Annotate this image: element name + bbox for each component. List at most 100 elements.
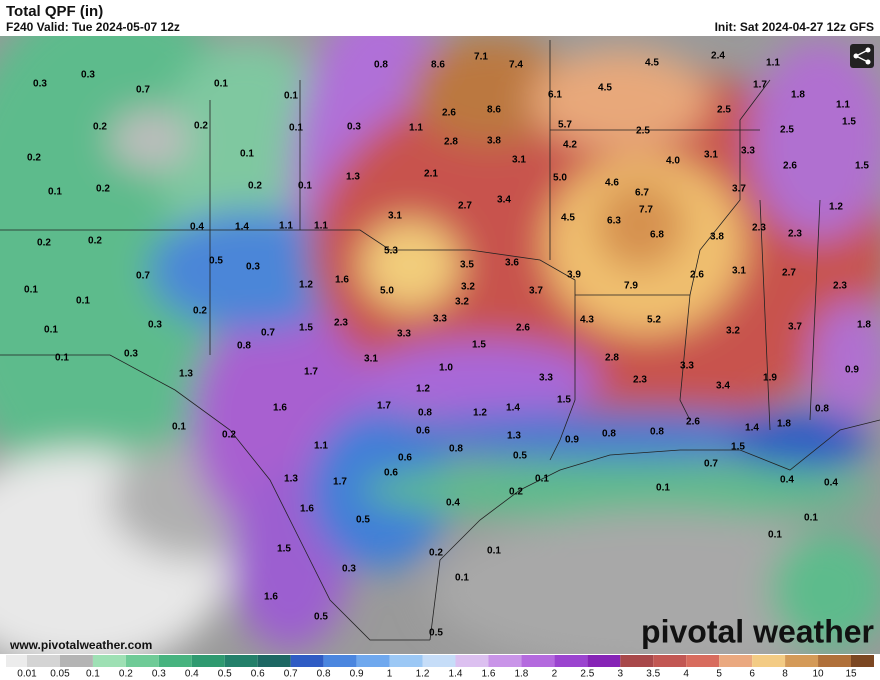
- qpf-label: 8.6: [431, 60, 445, 71]
- qpf-label: 2.4: [711, 51, 725, 62]
- qpf-label: 4.5: [598, 83, 612, 94]
- qpf-label: 0.8: [418, 408, 432, 419]
- colorbar-label: 15: [845, 669, 857, 680]
- qpf-label: 0.1: [240, 149, 254, 160]
- colorbar-label: 0.1: [86, 669, 100, 680]
- qpf-label: 3.3: [397, 329, 411, 340]
- qpf-label: 0.7: [136, 271, 150, 282]
- colorbar-label: 1.8: [514, 669, 528, 680]
- colorbar-label: 1.6: [481, 669, 495, 680]
- qpf-label: 3.3: [680, 361, 694, 372]
- qpf-label: 0.3: [246, 262, 260, 273]
- qpf-label: 0.9: [565, 435, 579, 446]
- init-time: Init: Sat 2024-04-27 12z GFS: [715, 20, 874, 34]
- colorbar-label: 5: [716, 669, 722, 680]
- qpf-label: 2.7: [458, 201, 472, 212]
- qpf-label: 0.1: [48, 187, 62, 198]
- qpf-label: 7.1: [474, 52, 488, 63]
- colorbar-swatch: [719, 655, 753, 667]
- qpf-label: 4.5: [645, 58, 659, 69]
- qpf-label: 1.3: [179, 369, 193, 380]
- qpf-label: 2.3: [833, 281, 847, 292]
- qpf-label: 1.5: [842, 117, 856, 128]
- qpf-label: 2.6: [686, 417, 700, 428]
- qpf-label: 3.5: [460, 260, 474, 271]
- qpf-label: 7.7: [639, 205, 653, 216]
- qpf-label: 5.0: [553, 173, 567, 184]
- qpf-label: 3.1: [704, 150, 718, 161]
- qpf-label: 0.1: [487, 546, 501, 557]
- qpf-label: 0.2: [248, 181, 262, 192]
- qpf-label: 1.2: [829, 202, 843, 213]
- qpf-label: 2.3: [788, 229, 802, 240]
- qpf-label: 1.4: [235, 222, 249, 233]
- qpf-label: 0.5: [513, 451, 527, 462]
- qpf-label: 0.5: [429, 628, 443, 639]
- qpf-label: 5.3: [384, 246, 398, 257]
- qpf-label: 0.1: [76, 296, 90, 307]
- colorbar-swatch: [488, 655, 522, 667]
- qpf-label: 0.1: [455, 573, 469, 584]
- qpf-label: 1.1: [279, 221, 293, 232]
- qpf-label: 0.1: [284, 91, 298, 102]
- qpf-label: 0.4: [824, 478, 838, 489]
- qpf-label: 1.4: [745, 423, 759, 434]
- qpf-label: 1.5: [277, 544, 291, 555]
- qpf-label: 2.8: [444, 137, 458, 148]
- colorbar-label: 0.8: [317, 669, 331, 680]
- colorbar-swatch: [158, 655, 192, 667]
- qpf-label: 0.3: [124, 349, 138, 360]
- title: Total QPF (in): [6, 3, 103, 20]
- qpf-label: 0.1: [535, 474, 549, 485]
- qpf-label: 1.1: [836, 100, 850, 111]
- qpf-label: 0.6: [416, 426, 430, 437]
- colorbar-swatch: [521, 655, 555, 667]
- colorbar: 0.01 0.05 0.1 0.2 0.3 0.4 0.5 0.6 0.7 0.8 0.9 1 1.2 1…: [6, 655, 874, 680]
- qpf-label: 5.2: [647, 315, 661, 326]
- qpf-label: 3.1: [388, 211, 402, 222]
- qpf-label: 1.6: [335, 275, 349, 286]
- qpf-label: 3.8: [487, 136, 501, 147]
- qpf-label: 0.8: [449, 444, 463, 455]
- qpf-label: 0.8: [374, 60, 388, 71]
- qpf-label: 0.2: [88, 236, 102, 247]
- qpf-label: 0.1: [44, 325, 58, 336]
- qpf-label: 4.5: [561, 213, 575, 224]
- colorbar-swatch: [389, 655, 423, 667]
- qpf-label: 0.3: [81, 70, 95, 81]
- qpf-label: 1.2: [473, 408, 487, 419]
- colorbar-swatch: [785, 655, 819, 667]
- colorbar-label: 1: [387, 669, 393, 680]
- qpf-label: 0.2: [93, 122, 107, 133]
- qpf-label: 0.9: [845, 365, 859, 376]
- share-button[interactable]: [850, 44, 874, 68]
- qpf-label: 2.7: [782, 268, 796, 279]
- qpf-label: 1.6: [264, 592, 278, 603]
- qpf-label: 0.2: [222, 430, 236, 441]
- qpf-label: 0.3: [347, 122, 361, 133]
- qpf-label: 5.0: [380, 286, 394, 297]
- qpf-label: 3.9: [567, 270, 581, 281]
- qpf-label: 3.8: [710, 232, 724, 243]
- colorbar-label: 6: [749, 669, 755, 680]
- qpf-label: 1.3: [507, 431, 521, 442]
- qpf-label: 0.8: [602, 429, 616, 440]
- qpf-label: 0.2: [96, 184, 110, 195]
- qpf-label: 0.5: [209, 256, 223, 267]
- colorbar-label: 0.3: [152, 669, 166, 680]
- qpf-label: 3.2: [455, 297, 469, 308]
- qpf-label: 7.9: [624, 281, 638, 292]
- colorbar-swatch: [92, 655, 126, 667]
- qpf-label: 2.5: [717, 105, 731, 116]
- qpf-label: 0.8: [650, 427, 664, 438]
- qpf-label: 3.2: [726, 326, 740, 337]
- qpf-label: 1.5: [557, 395, 571, 406]
- colorbar-swatch: [59, 655, 93, 667]
- qpf-label: 7.4: [509, 60, 523, 71]
- qpf-label: 4.2: [563, 140, 577, 151]
- qpf-label: 0.4: [190, 222, 204, 233]
- colorbar-label: 0.01: [17, 669, 37, 680]
- site-url: www.pivotalweather.com: [9, 638, 152, 652]
